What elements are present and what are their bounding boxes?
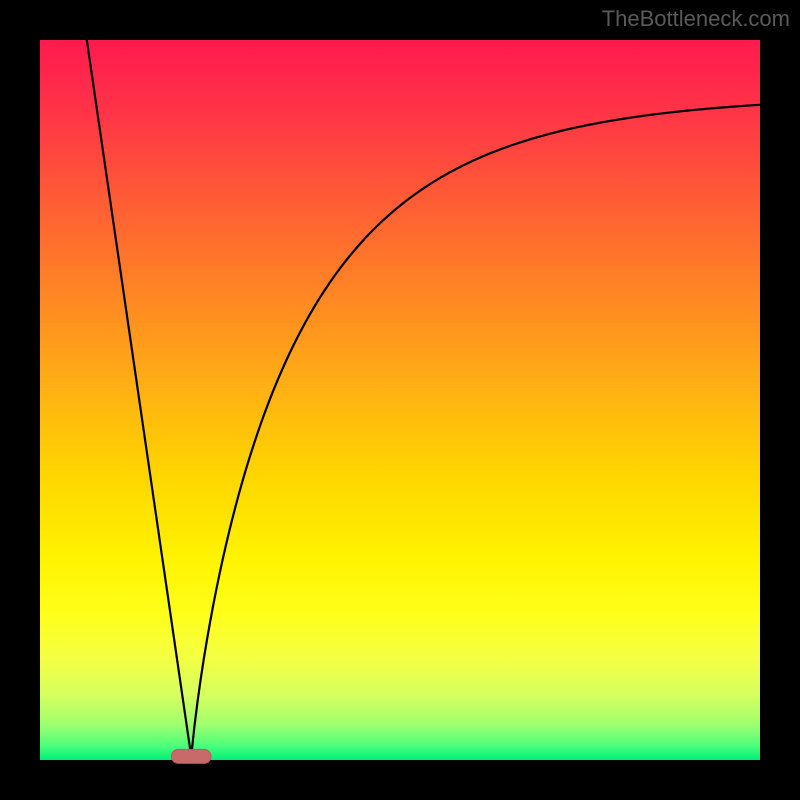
bottleneck-chart-svg: [0, 0, 800, 800]
watermark-text: TheBottleneck.com: [602, 6, 790, 32]
chart-container: TheBottleneck.com: [0, 0, 800, 800]
plot-background: [40, 40, 760, 760]
curve-min-marker: [171, 749, 211, 763]
